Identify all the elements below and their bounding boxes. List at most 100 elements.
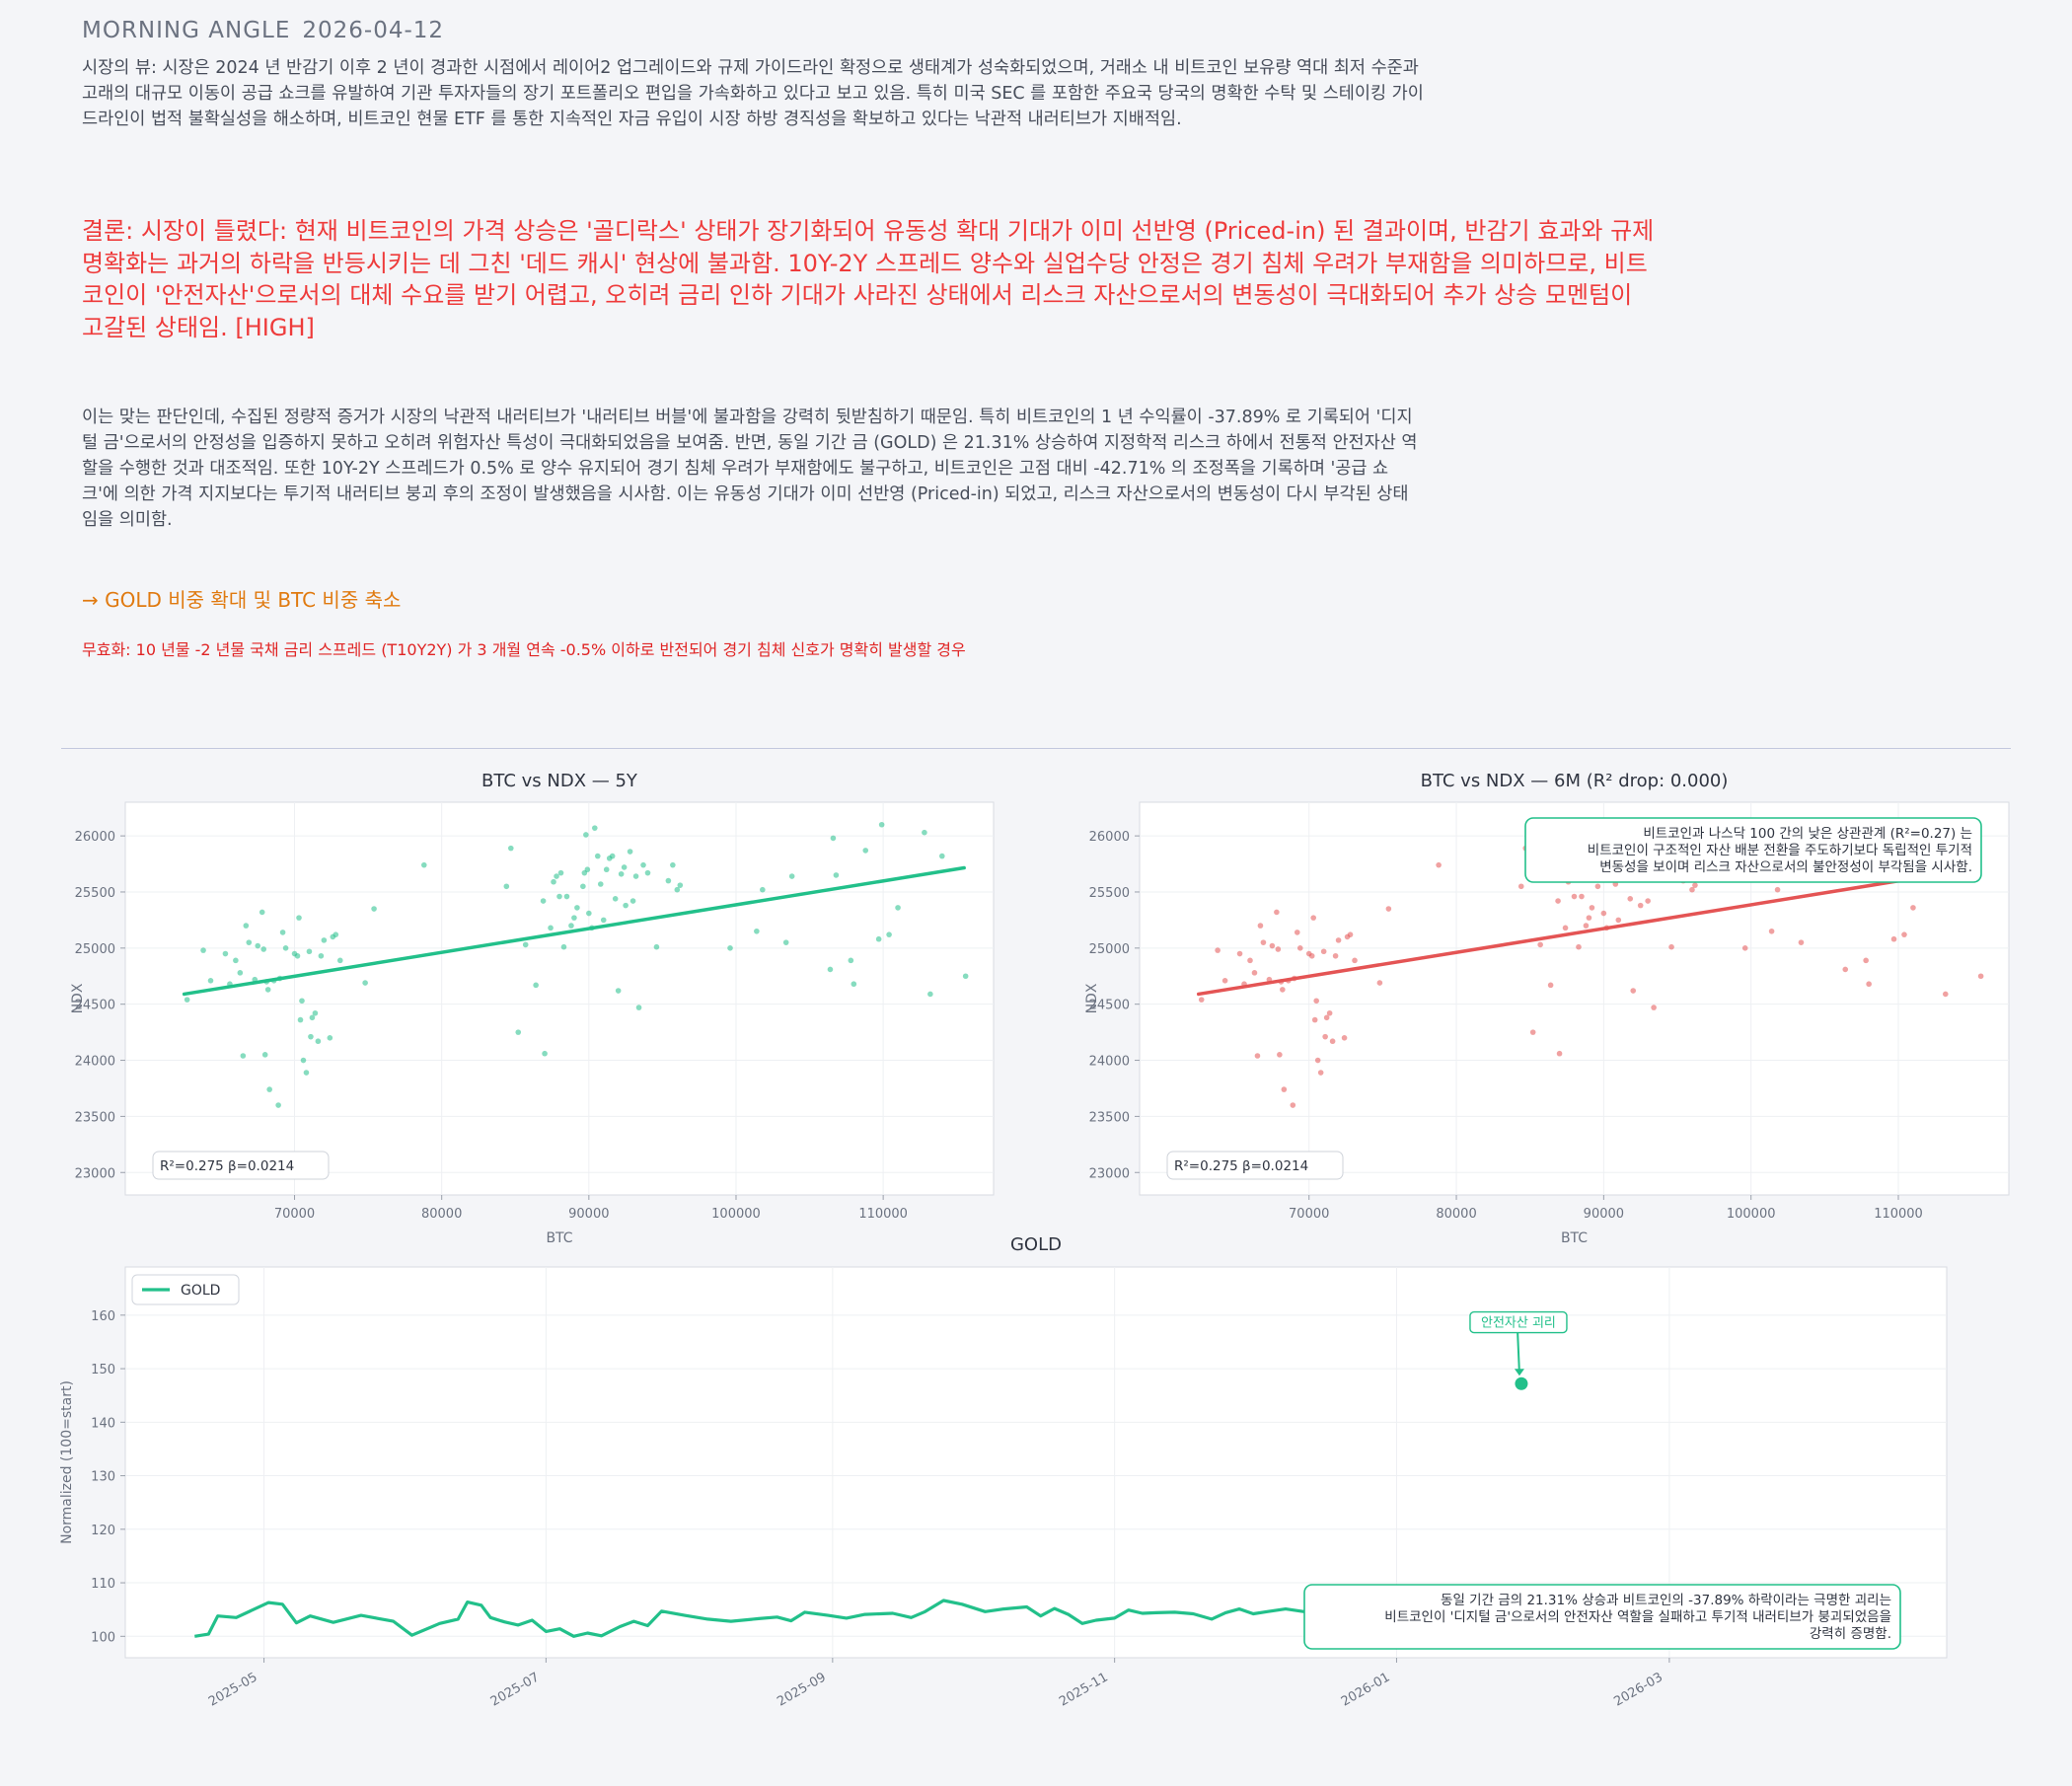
y-tick-label: 26000: [75, 830, 115, 845]
y-tick-label: 25500: [1089, 886, 1130, 901]
scatter-point: [782, 939, 789, 945]
scatter-point: [600, 917, 607, 924]
invalidation-text: 무효화: 10 년물 -2 년물 국채 금리 스프레드 (T10Y2Y) 가 3…: [82, 640, 966, 659]
gold-annotation-line: 강력히 증명함.: [1810, 1626, 1891, 1642]
gold-annotation-box: [1303, 1584, 1901, 1650]
scatter-point: [1556, 1050, 1563, 1057]
scatter-point: [327, 1035, 333, 1041]
scatter-point: [515, 1029, 522, 1035]
scatter-point: [583, 832, 589, 838]
scatter-point: [788, 873, 795, 879]
gold-x-tick-label: 2025-07: [488, 1670, 543, 1709]
scatter-point: [635, 1005, 642, 1010]
x-tick-label: 90000: [568, 1207, 609, 1222]
scatter-point: [1385, 906, 1392, 912]
scatter-point: [644, 869, 651, 876]
annotation-line: 비트코인이 구조적인 자산 배분 전환을 주도하기보다 독립적인 투기적: [1588, 843, 1972, 858]
scatter-point: [200, 947, 206, 953]
scatter-point: [594, 853, 601, 859]
scatter-point: [1589, 905, 1595, 911]
scatter-point: [557, 869, 564, 876]
x-tick-label: 110000: [858, 1207, 908, 1222]
scatter-point: [674, 886, 681, 893]
scatter-point: [1323, 1014, 1330, 1021]
scatter-point: [627, 849, 633, 855]
x-tick-label: 90000: [1584, 1207, 1624, 1222]
y-tick-label: 23000: [1089, 1166, 1130, 1181]
y-tick-label: 26000: [1089, 830, 1130, 845]
scatter-point: [1579, 893, 1585, 900]
scatter-point: [1689, 886, 1695, 893]
scatter-point: [1260, 939, 1267, 945]
gold-y-tick-label: 100: [91, 1630, 115, 1645]
gold-chart-title: GOLD: [1010, 1234, 1062, 1255]
scatter-point: [556, 893, 562, 900]
scatter-point: [233, 957, 239, 964]
scatter-point: [760, 886, 766, 893]
scatter-point: [264, 987, 271, 993]
gold-y-tick-label: 130: [91, 1470, 115, 1485]
report-header: MORNING ANGLE 2026-04-12: [82, 18, 456, 43]
scatter-point: [568, 923, 574, 929]
scatter-point: [1347, 931, 1354, 937]
gold-y-axis-label: Normalized (100=start): [59, 1380, 75, 1544]
scatter-point: [1942, 991, 1949, 998]
scatter-point: [1571, 893, 1578, 900]
scatter-point: [1310, 915, 1316, 921]
regression-line: [1196, 865, 1981, 997]
scatter-point: [895, 905, 901, 911]
scatter-point: [548, 925, 554, 931]
scatter-point: [533, 982, 539, 989]
scatter-point: [1274, 909, 1280, 916]
scatter-point: [184, 997, 190, 1003]
scatter-point: [1768, 928, 1775, 934]
scatter-point: [886, 931, 892, 937]
scatter-point: [621, 864, 628, 870]
scatter-point: [266, 1086, 272, 1092]
annotation-line: 변동성을 보이며 리스크 자산으로서의 불안정성이 부각됨을 시사함.: [1599, 859, 1972, 875]
scatter-point: [938, 853, 945, 859]
scatter-point: [1668, 943, 1674, 950]
scatter-point: [851, 981, 857, 988]
scatter-point: [1294, 930, 1300, 935]
scatter-point: [294, 952, 301, 959]
scatter-point: [1314, 1057, 1321, 1064]
stats-label: R²=0.275 β=0.0214: [1174, 1158, 1308, 1174]
scatter-point: [580, 883, 586, 890]
scatter-point: [540, 898, 547, 904]
action-text: → GOLD 비중 확대 및 BTC 비중 축소: [82, 588, 402, 612]
scatter-point: [1798, 939, 1805, 945]
scatter-point: [670, 861, 676, 868]
scatter-point: [1651, 1005, 1657, 1010]
scatter-point: [1280, 987, 1286, 993]
scatter-point: [560, 943, 567, 950]
scatter-point: [315, 1038, 322, 1045]
scatter-point: [1637, 902, 1644, 909]
scatter-point: [1692, 882, 1698, 888]
scatter-point: [261, 1052, 268, 1058]
scatter-point: [1236, 950, 1243, 957]
scatter-point: [420, 861, 427, 868]
market-view-text: 시장의 뷰: 시장은 2024 년 반감기 이후 2 년이 경과한 시점에서 레…: [82, 58, 1424, 129]
scatter-point: [240, 1053, 247, 1059]
scatter-point: [597, 881, 604, 887]
stats-box: [152, 1151, 330, 1180]
scatter-point: [1630, 988, 1637, 994]
y-tick-label: 24000: [1089, 1055, 1130, 1070]
scatter-point: [653, 943, 660, 950]
scatter-point: [665, 877, 672, 884]
scatter-point: [563, 893, 570, 900]
x-tick-label: 80000: [421, 1207, 462, 1222]
scatter-point: [237, 970, 244, 976]
scatter-point: [1329, 1038, 1336, 1045]
scatter-point: [591, 825, 598, 831]
scatter-point: [629, 898, 636, 904]
scatter-point: [574, 905, 580, 911]
scatter-point: [1555, 898, 1561, 904]
y-tick-label: 25000: [75, 942, 115, 957]
scatter-point: [303, 1070, 310, 1076]
scatter-point: [522, 941, 529, 948]
scatter-point: [309, 1014, 316, 1021]
scatter-point: [297, 1016, 304, 1023]
scatter-point: [586, 910, 592, 917]
